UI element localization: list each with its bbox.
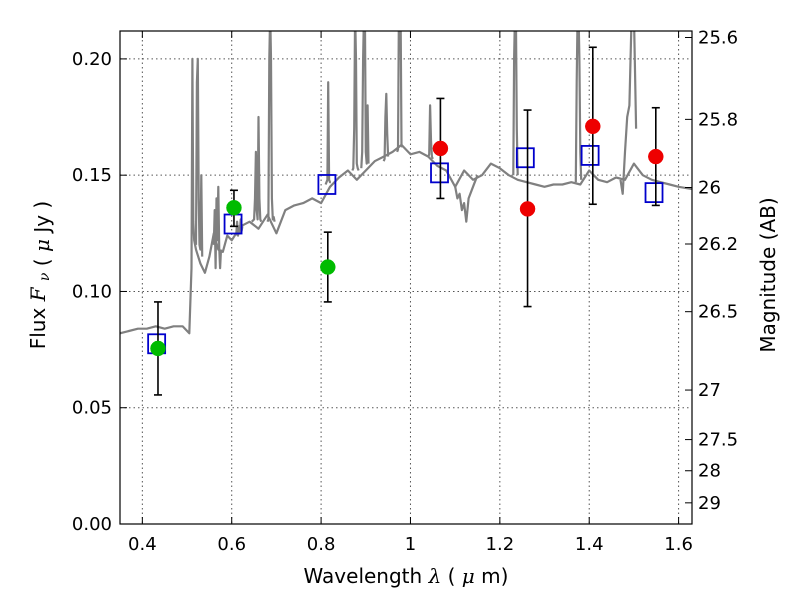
green-photometry-point xyxy=(150,340,166,357)
right-tick-label: 26.2 xyxy=(698,234,738,255)
y-tick-label: 0.20 xyxy=(72,49,112,70)
model-flux-square xyxy=(644,182,664,204)
x-axis-label-unit-open: ( xyxy=(448,564,456,588)
spectrum-line xyxy=(212,185,223,270)
right-tick-label: 27.5 xyxy=(698,430,738,451)
x-axis-label-unit-rest: m) xyxy=(481,564,508,588)
x-axis-label-text: Wavelength xyxy=(304,564,423,588)
y-axis-label-symbol: F xyxy=(26,286,50,302)
spectrum-line xyxy=(619,31,638,195)
model-flux-square xyxy=(317,174,337,195)
red-photometry-point xyxy=(648,148,664,165)
red-photometry-point xyxy=(585,118,601,135)
y-axis-label-symbol-sub: ν xyxy=(37,272,53,281)
red-photometry-point xyxy=(432,140,449,157)
model-flux-square xyxy=(515,147,535,169)
axis-ticks: 0.4 0.6 0.8 1 1.2 1.4 1.6 0.00 0.05 0.10 0.15 0.20 2… xyxy=(72,28,738,555)
x-axis-label: Wavelength λ ( μ m) xyxy=(304,564,509,588)
green-photometry-point xyxy=(320,259,336,275)
x-tick-label: 1 xyxy=(405,534,416,555)
data-layer xyxy=(120,31,692,396)
x-tick-label: 0.4 xyxy=(128,534,157,555)
y-axis-label-unit-open: ( xyxy=(30,258,54,266)
spectrum-line xyxy=(574,31,583,183)
y-axis-label-unit-rest: Jy ) xyxy=(30,201,54,235)
green-photometry-point xyxy=(226,199,242,216)
spectrum-line xyxy=(454,174,479,223)
x-tick-label: 0.8 xyxy=(307,534,336,555)
spectrum-line xyxy=(427,104,434,160)
grid-lines xyxy=(120,31,692,525)
y-tick-label: 0.10 xyxy=(72,281,112,302)
spectrum-line xyxy=(266,31,276,223)
x-tick-label: 0.6 xyxy=(217,534,246,555)
model-flux-square xyxy=(580,145,600,166)
spectrum-line xyxy=(120,57,692,335)
y-axis-label-text: Flux xyxy=(26,308,50,350)
right-tick-label: 26 xyxy=(698,178,721,199)
right-tick-label: 27 xyxy=(698,380,721,401)
y-tick-label: 0.05 xyxy=(72,398,112,419)
spectrum-line xyxy=(382,92,390,162)
spectrum-line xyxy=(324,81,332,185)
y-tick-label: 0.15 xyxy=(72,165,112,186)
right-tick-label: 28 xyxy=(698,461,721,482)
right-tick-label: 26.5 xyxy=(698,302,738,323)
x-axis-label-unit-mu: μ xyxy=(462,564,475,588)
spectrum-line xyxy=(351,31,360,171)
right-tick-label: 25.8 xyxy=(698,109,738,130)
spectrum-line xyxy=(360,31,370,169)
model-flux-square xyxy=(430,162,449,184)
x-tick-label: 1.6 xyxy=(664,534,693,555)
right-tick-label: 29 xyxy=(698,493,721,514)
x-tick-label: 1.2 xyxy=(486,534,515,555)
y-axis-label-unit-mu: μ xyxy=(30,239,54,252)
x-axis-label-symbol: λ xyxy=(428,564,442,588)
right-axis-label: Magnitude (AB) xyxy=(756,197,780,352)
x-tick-label: 1.4 xyxy=(575,534,604,555)
spectrum-line xyxy=(396,31,404,153)
y-tick-label: 0.00 xyxy=(72,514,112,535)
right-tick-label: 25.6 xyxy=(698,28,738,49)
spectrum-line xyxy=(512,31,519,176)
y-axis-label: Flux F ν ( μ Jy ) xyxy=(26,201,54,350)
plot-frame xyxy=(119,30,693,525)
spectrum-line xyxy=(194,57,204,257)
spectrum-line xyxy=(251,115,263,223)
red-photometry-point xyxy=(519,201,536,217)
